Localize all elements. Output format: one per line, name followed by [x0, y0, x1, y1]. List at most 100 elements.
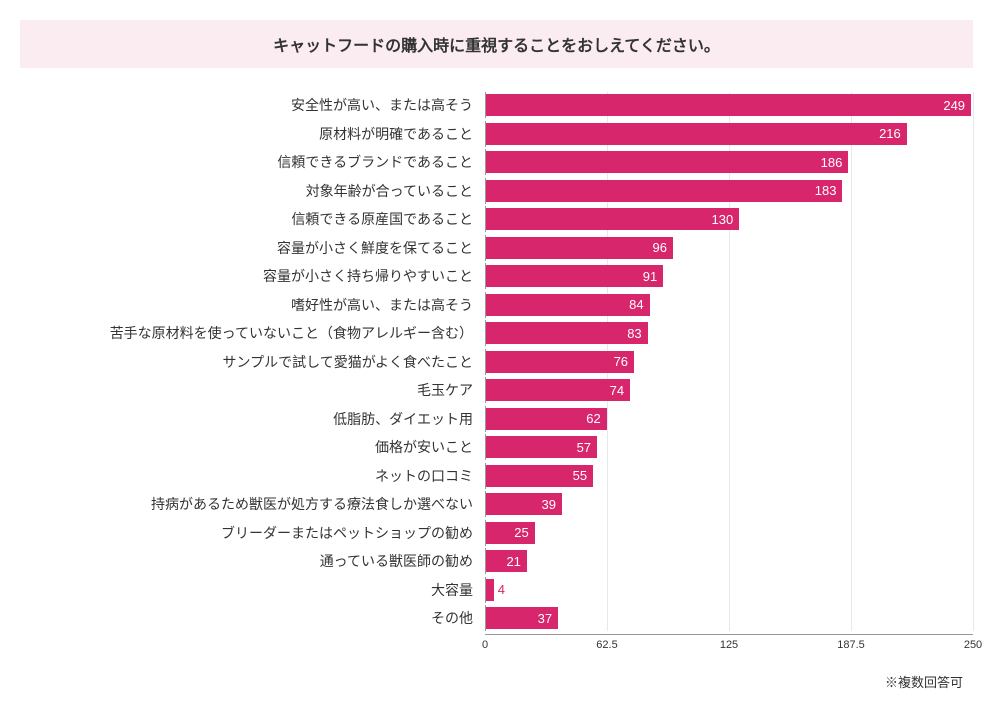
bar-value: 76	[614, 354, 628, 369]
bar-track: 55	[485, 463, 973, 489]
bar: 91	[486, 265, 663, 287]
bar-value: 96	[653, 240, 667, 255]
bar-track: 130	[485, 206, 973, 232]
bar-label: ブリーダーまたはペットショップの勧め	[25, 523, 485, 543]
bar-track: 76	[485, 349, 973, 375]
bar-value: 183	[815, 183, 837, 198]
bar-track: 25	[485, 520, 973, 546]
bar: 96	[486, 237, 673, 259]
bar-value: 91	[643, 269, 657, 284]
bar-track: 91	[485, 263, 973, 289]
gridline	[973, 92, 974, 631]
bar-row: 容量が小さく鮮度を保てること 96	[25, 235, 973, 261]
bar: 74	[486, 379, 630, 401]
bar-row: 通っている獣医師の勧め 21	[25, 548, 973, 574]
bar-row: 大容量4	[25, 577, 973, 603]
bar-label: 苦手な原材料を使っていないこと（食物アレルギー含む）	[25, 323, 485, 343]
bar-value: 57	[577, 440, 591, 455]
bar-label: 毛玉ケア	[25, 380, 485, 400]
bar-label: 通っている獣医師の勧め	[25, 551, 485, 571]
bar-track: 62	[485, 406, 973, 432]
bar-track: 186	[485, 149, 973, 175]
bar-label: 安全性が高い、または高そう	[25, 95, 485, 115]
bar-row: 毛玉ケア 74	[25, 377, 973, 403]
bar-track: 74	[485, 377, 973, 403]
bar-row: 嗜好性が高い、または高そう84	[25, 292, 973, 318]
bar-label: サンプルで試して愛猫がよく食べたこと	[25, 352, 485, 372]
bar-label: 容量が小さく鮮度を保てること	[25, 238, 485, 258]
axis-tick: 62.5	[596, 639, 617, 651]
bar-value: 4	[494, 582, 505, 597]
bar-track: 21	[485, 548, 973, 574]
bar-label: 大容量	[25, 580, 485, 600]
bar-row: ネットの口コミ 55	[25, 463, 973, 489]
bar-row: 原材料が明確であること 216	[25, 121, 973, 147]
bar-track: 96	[485, 235, 973, 261]
axis-tick: 250	[964, 639, 982, 651]
bar-track: 83	[485, 320, 973, 346]
bar-label: ネットの口コミ	[25, 466, 485, 486]
bar: 62	[486, 408, 607, 430]
bar-row: 対象年齢が合っていること 183	[25, 178, 973, 204]
bar: 4	[486, 579, 494, 601]
bar-value: 216	[879, 126, 901, 141]
bar-row: ブリーダーまたはペットショップの勧め 25	[25, 520, 973, 546]
bar: 57	[486, 436, 597, 458]
axis-tick: 187.5	[837, 639, 865, 651]
bar: 183	[486, 180, 842, 202]
bar-track: 57	[485, 434, 973, 460]
bar: 249	[486, 94, 971, 116]
bar: 37	[486, 607, 558, 629]
bar: 21	[486, 550, 527, 572]
bar-row: 持病があるため獣医が処方する療法食しか選べない 39	[25, 491, 973, 517]
bar: 216	[486, 123, 907, 145]
bar-row: 価格が安いこと 57	[25, 434, 973, 460]
axis-tick: 0	[482, 639, 488, 651]
bar-track: 4	[485, 577, 973, 603]
bar-value: 249	[943, 98, 965, 113]
bar-row: 低脂肪、ダイエット用 62	[25, 406, 973, 432]
bar-row: 苦手な原材料を使っていないこと（食物アレルギー含む） 83	[25, 320, 973, 346]
bar: 83	[486, 322, 648, 344]
chart-plot-area: 安全性が高い、または高そう 249 原材料が明確であること 216 信頼できるブランドで…	[20, 92, 973, 654]
bar-value: 84	[629, 297, 643, 312]
chart-title: キャットフードの購入時に重視することをおしえてください。	[20, 20, 973, 68]
bar-row: 信頼できるブランドであること186	[25, 149, 973, 175]
x-axis: 062.5125187.5250	[485, 634, 973, 654]
bar-row: 信頼できる原産国であること 130	[25, 206, 973, 232]
bar: 39	[486, 493, 562, 515]
chart-container: キャットフードの購入時に重視することをおしえてください。 安全性が高い、または高…	[20, 20, 973, 691]
bar-label: その他	[25, 608, 485, 628]
bar: 25	[486, 522, 535, 544]
bar-label: 信頼できるブランドであること	[25, 152, 485, 172]
bar-value: 74	[610, 383, 624, 398]
bar: 55	[486, 465, 593, 487]
bar-value: 39	[542, 497, 556, 512]
bar-track: 249	[485, 92, 973, 118]
bar-track: 216	[485, 121, 973, 147]
bar-row: その他 37	[25, 605, 973, 631]
bar-row: 安全性が高い、または高そう 249	[25, 92, 973, 118]
bar-value: 83	[627, 326, 641, 341]
bar-label: 低脂肪、ダイエット用	[25, 409, 485, 429]
bar-label: 対象年齢が合っていること	[25, 181, 485, 201]
bar-value: 37	[538, 611, 552, 626]
bar-track: 37	[485, 605, 973, 631]
bar-label: 持病があるため獣医が処方する療法食しか選べない	[25, 494, 485, 514]
bar: 130	[486, 208, 739, 230]
bar-value: 25	[514, 525, 528, 540]
bar-row: 容量が小さく持ち帰りやすいこと 91	[25, 263, 973, 289]
bar-value: 62	[586, 411, 600, 426]
bar-row: サンプルで試して愛猫がよく食べたこと 76	[25, 349, 973, 375]
bar-value: 55	[573, 468, 587, 483]
bar-label: 信頼できる原産国であること	[25, 209, 485, 229]
bar-value: 21	[506, 554, 520, 569]
bar-value: 130	[712, 212, 734, 227]
bar-label: 原材料が明確であること	[25, 124, 485, 144]
axis-tick: 125	[720, 639, 738, 651]
bar: 186	[486, 151, 848, 173]
bar-label: 価格が安いこと	[25, 437, 485, 457]
bar-track: 183	[485, 178, 973, 204]
bar: 76	[486, 351, 634, 373]
bar-label: 容量が小さく持ち帰りやすいこと	[25, 266, 485, 286]
